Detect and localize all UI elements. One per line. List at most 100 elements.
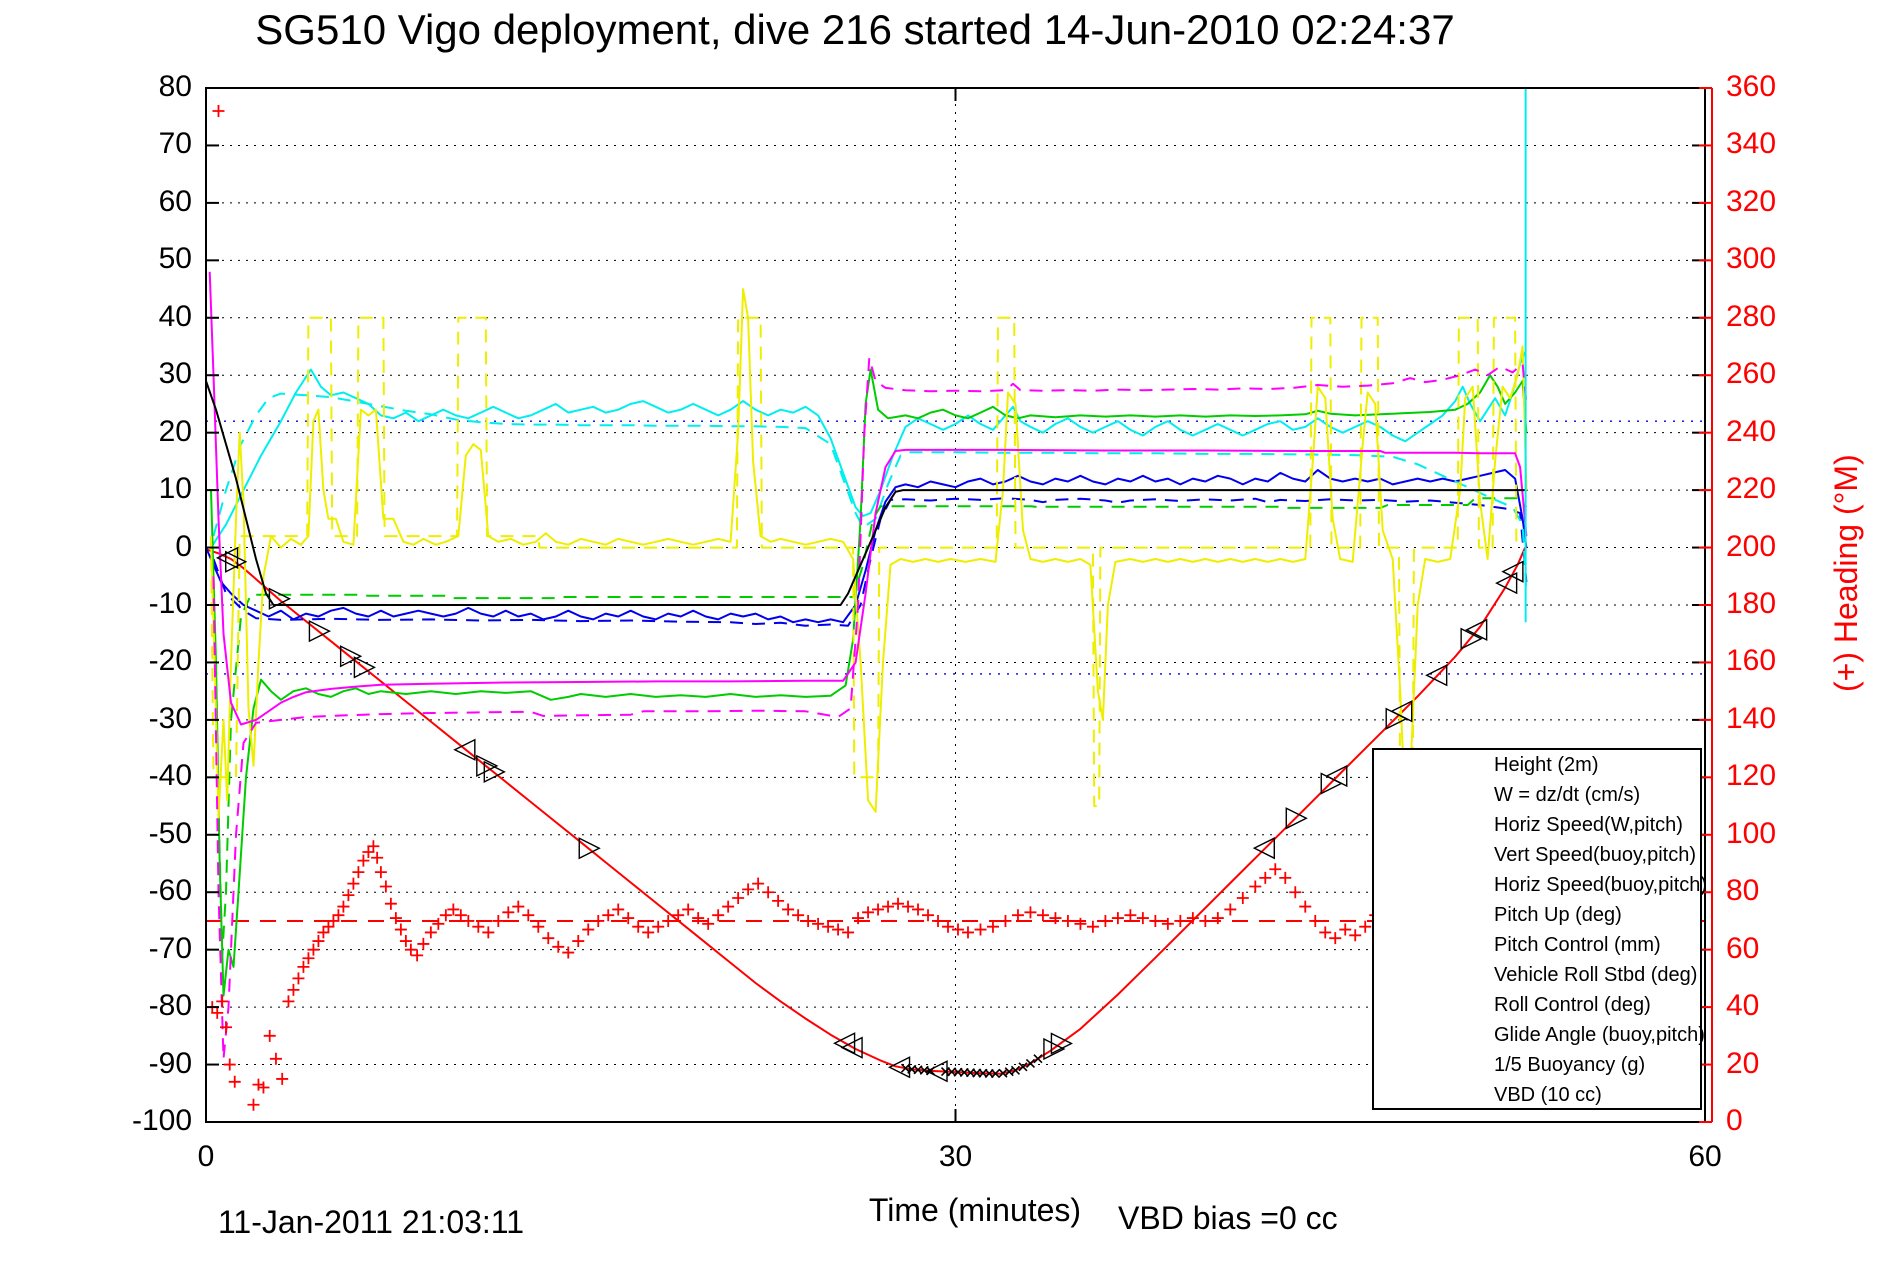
y-right-tick-label: 120 <box>1726 759 1777 793</box>
y-left-tick-label: 80 <box>158 70 192 103</box>
legend-label: 1/5 Buoyancy (g) <box>1494 1054 1646 1076</box>
y-right-tick-label: 40 <box>1726 989 1760 1023</box>
y-left-tick-label: 30 <box>158 357 192 391</box>
legend-label: Height (2m) <box>1494 754 1599 776</box>
series-lines <box>205 88 1528 1075</box>
y-right-tick-label: 80 <box>1726 874 1760 908</box>
legend-item: 1/5 Buoyancy (g) <box>1374 1050 1700 1080</box>
y-right-tick-label: 100 <box>1726 816 1777 850</box>
legend-item: Roll Control (deg) <box>1374 990 1700 1020</box>
legend-item: Height (2m) <box>1374 750 1700 780</box>
triangle-marker-left <box>840 1036 863 1059</box>
x-tick-label: 0 <box>197 1140 215 1173</box>
triangle-marker-right <box>308 620 331 643</box>
y-right-tick-label: 280 <box>1726 299 1777 333</box>
y-left-tick-label: 50 <box>158 242 192 276</box>
legend-label: Horiz Speed(buoy,pitch) <box>1494 874 1708 896</box>
y-right-tick-label: 360 <box>1726 70 1777 103</box>
y-left-tick-label: -80 <box>148 989 192 1023</box>
y-right-tick-label: 180 <box>1726 587 1777 620</box>
series-height-2m <box>205 547 1527 1075</box>
triangle-marker-right <box>1460 627 1483 650</box>
legend-label: VBD (10 cc) <box>1494 1084 1602 1106</box>
legend-label: Horiz Speed(W,pitch) <box>1494 814 1683 836</box>
legend-box: Height (2m) W = dz/dt (cm/s) Horiz Speed(W… <box>1372 748 1707 1110</box>
triangle-marker-left <box>925 1060 948 1083</box>
y-left-tick-label: 20 <box>158 414 192 448</box>
triangle-marker-left <box>453 738 476 761</box>
legend-item: Horiz Speed(W,pitch) <box>1374 810 1700 840</box>
y-left-tick-label: 70 <box>158 127 192 161</box>
legend-label: W = dz/dt (cm/s) <box>1494 784 1641 806</box>
y-left-tick-label: -10 <box>148 587 192 620</box>
series-vbd-10-cc <box>205 380 1527 606</box>
y-right-tick-label: 340 <box>1726 127 1777 161</box>
y-right-tick-label: 140 <box>1726 701 1777 735</box>
y-right-tick-label: 60 <box>1726 931 1760 965</box>
y-left-tick-label: -60 <box>148 874 192 908</box>
triangle-marker-right <box>353 656 376 679</box>
triangle-marker-left <box>1425 664 1448 687</box>
triangle-marker-left <box>1495 572 1518 595</box>
series-vehicle-roll-stbd-deg <box>210 288 1528 819</box>
plot-date-stamp: 11-Jan-2011 21:03:11 <box>218 1204 525 1240</box>
y-right-tick-label: 300 <box>1726 242 1777 276</box>
triangle-marker-left <box>1465 618 1488 641</box>
x-axis-label: Time (minutes) <box>868 1192 1082 1228</box>
y-left-tick-label: 60 <box>158 184 192 218</box>
y-right-tick-label: 0 <box>1726 1104 1743 1137</box>
triangle-marker-left <box>1390 700 1413 723</box>
y-left-tick-label: 40 <box>158 299 192 333</box>
legend-label: Pitch Control (mm) <box>1494 934 1661 956</box>
triangle-marker-right <box>578 837 601 860</box>
triangle-marker-right <box>483 760 506 784</box>
legend-label: Vert Speed(buoy,pitch) <box>1494 844 1696 866</box>
legend-label: Pitch Up (deg) <box>1494 904 1622 926</box>
vbd-bias-note: VBD bias =0 cc <box>1118 1200 1338 1236</box>
series-horiz-speed-w-pitch <box>210 351 1527 549</box>
x-tick-label: 60 <box>1688 1140 1722 1173</box>
y-right-tick-label: 160 <box>1726 644 1777 678</box>
y-left-tick-label: -90 <box>148 1046 192 1080</box>
triangle-marker-left <box>1325 764 1348 788</box>
triangle-marker-right <box>225 550 248 573</box>
legend-item: Pitch Up (deg) <box>1374 900 1700 930</box>
y-left-tick-label: -70 <box>148 931 192 965</box>
triangle-marker-left <box>1252 837 1275 860</box>
legend-item: Vert Speed(buoy,pitch) <box>1374 840 1700 870</box>
series-pitch-control-mm <box>212 497 1528 957</box>
legend-label: Vehicle Roll Stbd (deg) <box>1494 964 1698 986</box>
triangle-marker-right <box>268 587 292 610</box>
y-right-axis-label: (+) Heading (°M) <box>1828 454 1864 692</box>
y-left-tick-label: -100 <box>131 1104 192 1137</box>
triangle-marker-right <box>339 645 363 668</box>
legend-label: Glide Angle (buoy,pitch) <box>1494 1024 1705 1046</box>
series-vert-speed-buoy-pitch <box>212 497 1528 627</box>
y-right-tick-label: 220 <box>1726 472 1777 506</box>
triangle-marker-right <box>1043 1037 1066 1061</box>
legend-item: Glide Angle (buoy,pitch) <box>1374 1020 1705 1050</box>
legend-label: Roll Control (deg) <box>1494 994 1651 1016</box>
y-left-tick-label: -30 <box>148 701 192 735</box>
x-tick-label: 30 <box>938 1140 973 1173</box>
legend-item: W = dz/dt (cm/s) <box>1374 780 1700 810</box>
y-left-tick-label: 10 <box>158 472 192 506</box>
y-right-tick-label: 320 <box>1726 184 1777 218</box>
triangle-marker-right <box>1285 807 1308 830</box>
triangle-marker-right <box>476 754 499 777</box>
y-right-tick-label: 200 <box>1726 529 1777 563</box>
legend-item: Pitch Control (mm) <box>1374 930 1700 960</box>
series-roll-control-deg <box>210 316 1518 808</box>
y-left-tick-label: 0 <box>175 529 192 563</box>
flight-markers <box>215 546 1524 1083</box>
y-left-tick-label: -40 <box>148 759 192 793</box>
triangle-marker-left <box>1501 560 1524 583</box>
y-right-tick-label: 20 <box>1726 1046 1760 1080</box>
legend-item: Vehicle Roll Stbd (deg) <box>1374 960 1700 990</box>
chart-title: SG510 Vigo deployment, dive 216 started … <box>255 6 1455 53</box>
legend-item: VBD (10 cc) <box>1374 1080 1700 1110</box>
y-left-tick-label: -50 <box>148 816 192 850</box>
series-1-5-buoyancy-g <box>208 271 1528 726</box>
